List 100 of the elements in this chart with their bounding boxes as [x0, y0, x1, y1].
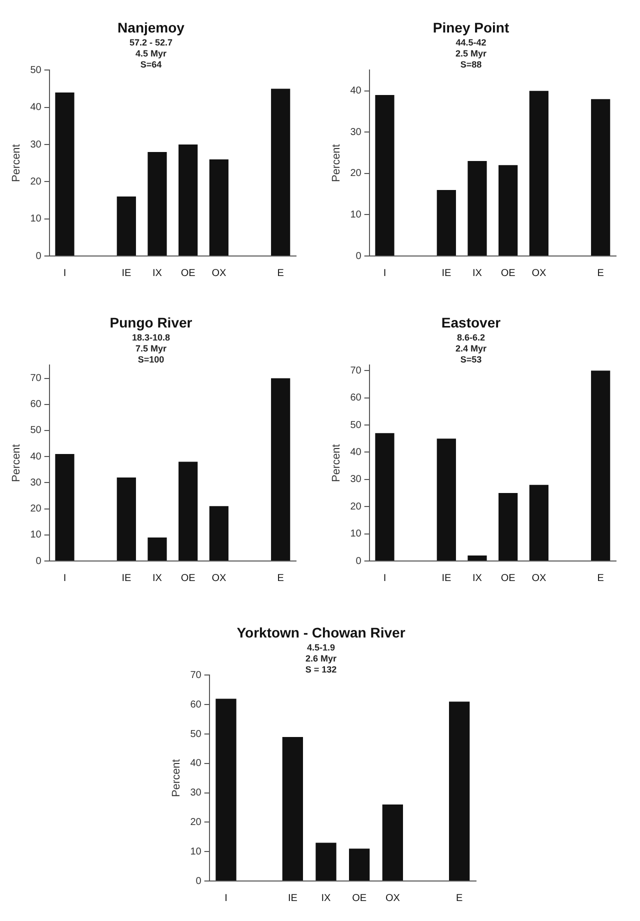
x-tick-label: IE [122, 572, 132, 584]
x-tick-label: IX [472, 572, 482, 584]
chart-title: Pungo River [110, 314, 193, 330]
y-tick-label: 20 [30, 176, 42, 188]
bar [468, 161, 487, 256]
x-tick-label: IE [442, 572, 452, 584]
y-tick-label: 10 [350, 528, 362, 540]
y-tick-label: 40 [190, 758, 202, 770]
y-tick-label: 70 [190, 670, 202, 681]
bar [449, 702, 470, 880]
bar [436, 190, 456, 256]
x-tick-label: IX [152, 268, 162, 279]
x-tick-label: I [383, 572, 386, 584]
y-tick-label: 10 [190, 846, 202, 858]
x-tick-label: E [456, 892, 463, 904]
bar [148, 538, 167, 560]
bar [148, 152, 167, 256]
chart-title: Eastover [441, 314, 502, 330]
x-tick-label: IX [321, 892, 332, 904]
bar [529, 90, 548, 256]
y-tick-label: 40 [30, 102, 42, 114]
bar [209, 159, 228, 256]
y-tick-label: 20 [350, 168, 362, 180]
bar [271, 378, 290, 560]
x-tick-label: OE [180, 268, 196, 279]
x-tick-label: I [224, 892, 228, 904]
chart-subtitle: 44.5-42 2.5 Myr S=88 [455, 38, 487, 70]
bar [382, 804, 403, 880]
x-tick-label: IE [288, 892, 298, 904]
y-tick-label: 50 [30, 425, 42, 436]
bar [55, 92, 74, 256]
bar [436, 438, 456, 560]
x-tick-label: OX [532, 268, 546, 279]
y-tick-label: 0 [356, 250, 362, 262]
x-tick-label: I [63, 268, 66, 279]
bar [348, 848, 370, 880]
bar [178, 144, 198, 256]
y-tick-label: 10 [30, 214, 42, 225]
y-tick-label: 40 [350, 446, 362, 458]
bar [209, 506, 228, 560]
bar [55, 454, 74, 560]
bar [116, 477, 136, 560]
chart-subtitle: 57.2 - 52.7 4.5 Myr S=64 [129, 38, 173, 70]
y-tick-label: 20 [30, 504, 42, 515]
y-tick-label: 10 [350, 209, 362, 220]
y-tick-label: 60 [30, 399, 42, 410]
chart-title: Piney Point [432, 19, 510, 36]
y-axis-title: Percent [330, 444, 343, 482]
y-tick-label: 10 [30, 530, 42, 541]
x-tick-label: IX [472, 268, 482, 279]
y-tick-label: 40 [350, 86, 362, 97]
y-axis-title: Percent [170, 759, 183, 798]
bar [375, 94, 394, 256]
y-axis-title: Percent [10, 444, 23, 482]
y-axis-title: Percent [330, 144, 343, 182]
y-tick-label: 30 [190, 788, 202, 799]
chart-title: Yorktown - Chowan River [236, 624, 406, 640]
y-tick-label: 20 [190, 816, 202, 828]
y-tick-label: 30 [30, 139, 42, 150]
bar [498, 493, 518, 560]
chart-subtitle: 8.6-6.2 2.4 Myr S=53 [455, 332, 487, 364]
bar [271, 88, 290, 256]
x-tick-label: IE [122, 268, 132, 279]
bar [116, 196, 136, 256]
y-tick-label: 30 [30, 477, 42, 488]
bar [316, 842, 336, 880]
x-tick-label: I [383, 268, 386, 279]
y-axis-title: Percent [10, 144, 23, 182]
bar [498, 165, 518, 256]
bar [591, 370, 610, 560]
y-tick-label: 0 [356, 556, 362, 567]
x-tick-label: OE [180, 572, 196, 584]
x-tick-label: E [597, 268, 604, 279]
y-tick-label: 0 [196, 876, 202, 887]
x-tick-label: IE [442, 268, 452, 279]
bar [529, 484, 548, 560]
x-tick-label: E [597, 572, 604, 584]
y-tick-label: 0 [36, 556, 42, 567]
y-tick-label: 30 [350, 126, 362, 138]
y-tick-label: 60 [350, 392, 362, 404]
y-tick-label: 50 [350, 420, 362, 431]
bar [375, 433, 394, 560]
x-tick-label: OX [532, 572, 546, 584]
y-tick-label: 70 [350, 365, 362, 376]
bar [468, 556, 487, 560]
x-tick-label: OE [500, 572, 516, 584]
y-tick-label: 50 [190, 728, 202, 740]
chart-subtitle: 18.3-10.8 7.5 Myr S=100 [132, 332, 170, 364]
y-tick-label: 60 [190, 699, 202, 710]
y-tick-label: 40 [30, 451, 42, 462]
y-tick-label: 20 [350, 501, 362, 512]
bar [216, 698, 236, 880]
y-tick-label: 70 [30, 373, 42, 384]
x-tick-label: OX [212, 572, 226, 584]
chart-title: Nanjemoy [118, 19, 185, 36]
x-tick-label: OE [352, 892, 367, 904]
y-tick-label: 30 [350, 474, 362, 486]
x-tick-label: OE [500, 268, 516, 279]
x-tick-label: E [277, 572, 284, 584]
x-tick-label: OX [212, 268, 226, 279]
